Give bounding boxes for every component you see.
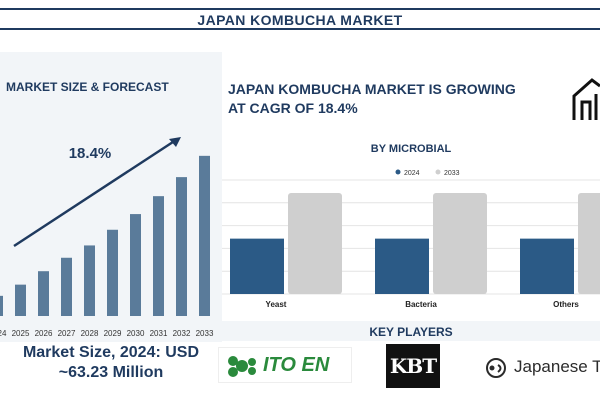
forecast-bar-2031 <box>153 196 164 316</box>
title-bar: JAPAN KOMBUCHA MARKET <box>0 0 600 40</box>
market-size-text: Market Size, 2024: USD ~63.23 Million <box>0 343 222 383</box>
forecast-tick-label: 2031 <box>150 329 168 338</box>
forecast-bar-2026 <box>38 271 49 316</box>
forecast-tick-label: 2029 <box>104 329 122 338</box>
microbial-chart: BY MICROBIAL 2024 2033 Yeast Bacteria Other… <box>222 143 600 309</box>
microbial-bar-bacteria-2024 <box>375 238 429 294</box>
japanese-tea-logo-text: Japanese T <box>514 357 600 376</box>
microbial-bar-others-2024 <box>520 238 574 294</box>
key-players-title: KEY PLAYERS <box>369 325 453 339</box>
forecast-tick-label: 2032 <box>173 329 191 338</box>
microbial-category-label: Yeast <box>266 300 287 309</box>
legend-label-2033: 2033 <box>444 170 460 177</box>
cagr-headline: JAPAN KOMBUCHA MARKET IS GROWING AT CAGR… <box>228 80 558 118</box>
legend-marker-2033 <box>435 169 441 175</box>
forecast-tick-label: 2027 <box>58 329 76 338</box>
house-growth-icon <box>572 78 600 120</box>
forecast-bar-2028 <box>84 245 95 316</box>
page-title: JAPAN KOMBUCHA MARKET <box>197 12 403 28</box>
microbial-bar-yeast-2024 <box>230 238 284 294</box>
growth-arrow-head <box>169 137 181 147</box>
market-size-line2: ~63.23 Million <box>58 364 164 381</box>
itoen-logo: ITO EN <box>218 347 352 383</box>
cagr-headline-line2: AT CAGR OF 18.4% <box>228 100 358 116</box>
forecast-bar-2030 <box>130 214 141 316</box>
microbial-category-label: Others <box>553 300 579 309</box>
leaf-icon <box>228 356 256 377</box>
market-size-line1: Market Size, 2024: USD <box>22 344 200 361</box>
legend-marker-2024 <box>395 169 401 175</box>
microbial-chart-title: BY MICROBIAL <box>371 143 452 155</box>
title-band <box>0 8 600 30</box>
microbial-bar-yeast-2033 <box>288 193 342 294</box>
forecast-bar-2029 <box>107 229 118 316</box>
forecast-bar-2033 <box>199 155 210 316</box>
growth-arrow-line <box>13 138 177 248</box>
cagr-annotation: 18.4% <box>69 145 112 162</box>
forecast-tick-label: 2033 <box>196 329 214 338</box>
forecast-bar-2024 <box>0 295 3 316</box>
forecast-chart: 2024 2025 2026 2027 2028 2029 2030 2031 2032 2033… <box>0 137 214 338</box>
forecast-tick-label: 2024 <box>0 329 7 338</box>
kbt-logo: KBT <box>386 344 440 388</box>
forecast-tick-label: 2028 <box>81 329 99 338</box>
forecast-title: MARKET SIZE & FORECAST <box>6 80 169 94</box>
forecast-tick-label: 2026 <box>35 329 53 338</box>
kbt-logo-text: KBT <box>389 354 437 378</box>
forecast-bar-2027 <box>61 257 72 316</box>
forecast-bar-2025 <box>15 284 26 316</box>
japanese-tea-logo: Japanese T <box>480 355 600 381</box>
swirl-icon <box>486 358 506 378</box>
microbial-panel <box>222 128 600 340</box>
key-players-band <box>222 321 600 341</box>
forecast-bar-2032 <box>176 177 187 316</box>
microbial-category-label: Bacteria <box>405 300 437 309</box>
legend-label-2024: 2024 <box>404 170 420 177</box>
cagr-headline-line1: JAPAN KOMBUCHA MARKET IS GROWING <box>228 81 516 97</box>
microbial-bar-bacteria-2033 <box>433 193 487 294</box>
microbial-bar-others-2033 <box>578 193 600 294</box>
forecast-tick-label: 2025 <box>12 329 30 338</box>
itoen-logo-text: ITO EN <box>263 354 330 376</box>
forecast-tick-label: 2030 <box>127 329 145 338</box>
